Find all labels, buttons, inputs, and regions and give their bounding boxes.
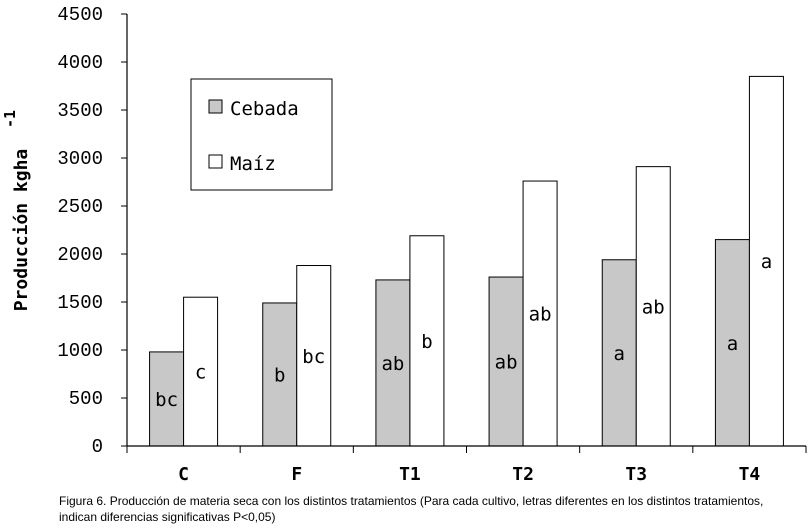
bar-cebada-t2 <box>488 276 524 447</box>
bar-label-ma-z-t4: a <box>761 251 772 273</box>
axes-group <box>126 14 807 453</box>
legend: Cebada Maíz <box>190 78 333 191</box>
bar-label-ma-z-f: bc <box>302 346 325 368</box>
category-labels-group: C F T1 T2 T3 T4 <box>178 464 760 485</box>
legend-label-maiz: Maíz <box>230 153 276 175</box>
bar-ma-z-f <box>296 265 332 447</box>
y-tick-label-2000: 2000 <box>57 244 103 266</box>
y-tick-label-4500: 4500 <box>57 4 103 26</box>
y-axis-label: Producción kgha <box>11 149 32 312</box>
legend-label-cebada: Cebada <box>230 98 299 120</box>
y-tick-label-3000: 3000 <box>57 148 103 170</box>
bar-label-cebada-t3: a <box>614 343 625 365</box>
y-tick-label-1500: 1500 <box>57 292 103 314</box>
bar-label-cebada-t4: a <box>727 333 738 355</box>
bar-label-ma-z-t1: b <box>421 331 432 353</box>
x-category-label-t2: T2 <box>512 464 534 485</box>
y-ticks-group: 0 500 1000 1500 2000 2500 3000 3500 4000 4500 <box>57 4 127 458</box>
legend-box <box>190 78 333 191</box>
bar-ma-z-t2 <box>522 180 558 447</box>
y-tick-label-3500: 3500 <box>57 100 103 122</box>
bar-ma-z-t1 <box>409 235 445 447</box>
bar-cebada-t4 <box>714 239 750 447</box>
bar-cebada-f <box>262 302 298 447</box>
legend-swatch-cebada <box>208 99 223 114</box>
x-category-label-f: F <box>291 464 302 485</box>
figure-caption: Figura 6. Producción de materia seca con… <box>59 494 764 524</box>
bar-ma-z-t3 <box>635 166 671 447</box>
x-category-label-t3: T3 <box>625 464 647 485</box>
y-tick-label-1000: 1000 <box>57 340 103 362</box>
bar-label-ma-z-t3: ab <box>642 296 665 318</box>
bar-label-cebada-t1: ab <box>381 353 404 375</box>
x-category-label-t1: T1 <box>399 464 421 485</box>
bar-cebada-t1 <box>375 279 411 447</box>
x-category-label-t4: T4 <box>739 464 761 485</box>
legend-swatch-maiz <box>208 154 223 169</box>
y-tick-label-4000: 4000 <box>57 52 103 74</box>
bar-label-ma-z-c: c <box>195 362 206 384</box>
x-category-label-c: C <box>178 464 189 485</box>
bar-label-cebada-f: b <box>274 364 285 386</box>
bar-cebada-c <box>149 351 185 447</box>
bar-ma-z-t4 <box>748 75 784 447</box>
y-axis-label-superscript: -1 <box>1 110 19 128</box>
bar-label-ma-z-t2: ab <box>529 304 552 326</box>
bar-label-cebada-c: bc <box>155 389 178 411</box>
y-tick-label-0: 0 <box>92 436 103 458</box>
bar-label-cebada-t2: ab <box>495 352 518 374</box>
y-tick-label-500: 500 <box>69 388 103 410</box>
y-tick-label-2500: 2500 <box>57 196 103 218</box>
